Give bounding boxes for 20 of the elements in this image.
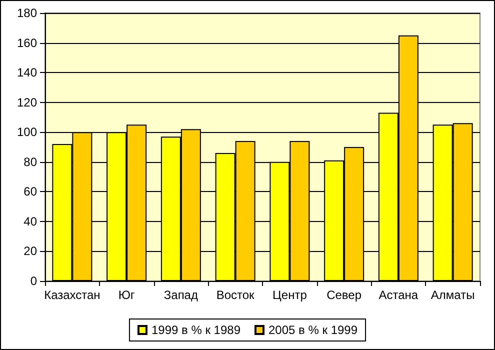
y-tick-label: 60 [24, 184, 38, 199]
x-tick-label: Алматы [430, 288, 475, 302]
y-tick-label: 80 [24, 154, 38, 169]
legend-label: 1999 в % к 1989 [151, 323, 241, 337]
x-tick-label: Север [326, 288, 362, 302]
legend-label: 2005 в % к 1999 [268, 323, 358, 337]
y-tick-label: 40 [24, 214, 38, 228]
x-tick-label: Центр [272, 288, 308, 302]
x-tick-label: Восток [216, 288, 256, 302]
y-tick-label: 120 [16, 95, 38, 110]
y-tick-label: 0 [30, 274, 38, 288]
x-tick-label: Юг [118, 288, 136, 302]
y-tick-label: 180 [16, 6, 38, 20]
y-tick-label: 160 [16, 36, 38, 50]
y-tick-label: 20 [24, 244, 38, 258]
x-tick-label: Запад [164, 288, 198, 302]
y-tick-label: 140 [16, 66, 38, 80]
x-tick-label: Казахстан [44, 288, 100, 302]
y-tick-label: 100 [16, 125, 38, 140]
x-tick-label: Астана [378, 288, 418, 302]
